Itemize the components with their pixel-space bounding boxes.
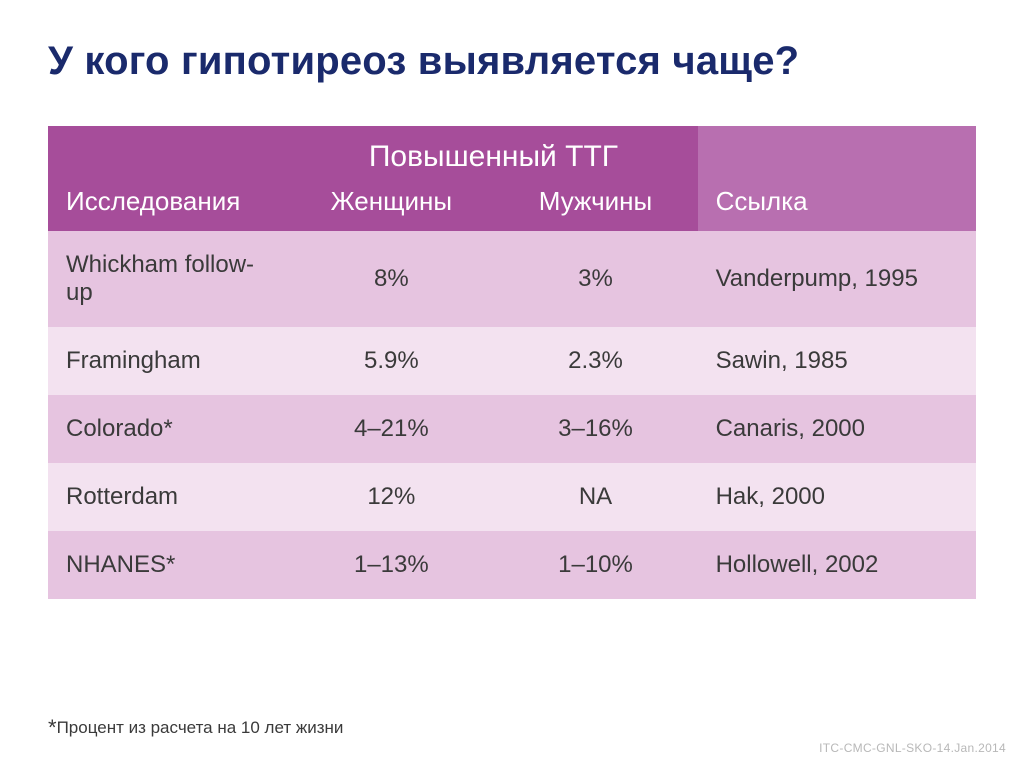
cell-women: 8%: [289, 231, 493, 327]
cell-ref: Hollowell, 2002: [698, 531, 976, 599]
table-header-row: Исследования Женщины Мужчины Ссылка: [48, 180, 976, 231]
cell-study: NHANES*: [48, 531, 289, 599]
cell-ref: Canaris, 2000: [698, 395, 976, 463]
slide-code: ITC-CMC-GNL-SKO-14.Jan.2014: [819, 741, 1006, 755]
cell-men: NA: [493, 463, 697, 531]
header-blank-right: [698, 126, 976, 180]
cell-men: 3–16%: [493, 395, 697, 463]
cell-study: Rotterdam: [48, 463, 289, 531]
footnote-text: Процент из расчета на 10 лет жизни: [57, 718, 344, 737]
cell-study: Whickham follow-up: [48, 231, 289, 327]
table-row: Whickham follow-up 8% 3% Vanderpump, 199…: [48, 231, 976, 327]
col-header-women: Женщины: [289, 180, 493, 231]
data-table: Повышенный ТТГ Исследования Женщины Мужч…: [48, 126, 976, 599]
cell-women: 5.9%: [289, 327, 493, 395]
cell-ref: Hak, 2000: [698, 463, 976, 531]
table-row: Framingham 5.9% 2.3% Sawin, 1985: [48, 327, 976, 395]
header-super-label: Повышенный ТТГ: [289, 126, 697, 180]
cell-study: Framingham: [48, 327, 289, 395]
cell-ref: Vanderpump, 1995: [698, 231, 976, 327]
footnote: *Процент из расчета на 10 лет жизни: [48, 715, 343, 741]
cell-study: Colorado*: [48, 395, 289, 463]
footnote-star: *: [48, 715, 57, 740]
cell-ref: Sawin, 1985: [698, 327, 976, 395]
table-row: Colorado* 4–21% 3–16% Canaris, 2000: [48, 395, 976, 463]
col-header-ref: Ссылка: [698, 180, 976, 231]
col-header-men: Мужчины: [493, 180, 697, 231]
cell-men: 2.3%: [493, 327, 697, 395]
slide: У кого гипотиреоз выявляется чаще? Повыш…: [0, 0, 1024, 767]
cell-men: 3%: [493, 231, 697, 327]
cell-women: 1–13%: [289, 531, 493, 599]
table-header-super: Повышенный ТТГ: [48, 126, 976, 180]
table-row: Rotterdam 12% NA Hak, 2000: [48, 463, 976, 531]
table-row: NHANES* 1–13% 1–10% Hollowell, 2002: [48, 531, 976, 599]
page-title: У кого гипотиреоз выявляется чаще?: [48, 38, 976, 84]
cell-women: 12%: [289, 463, 493, 531]
header-blank-left: [48, 126, 289, 180]
col-header-study: Исследования: [48, 180, 289, 231]
cell-women: 4–21%: [289, 395, 493, 463]
cell-men: 1–10%: [493, 531, 697, 599]
